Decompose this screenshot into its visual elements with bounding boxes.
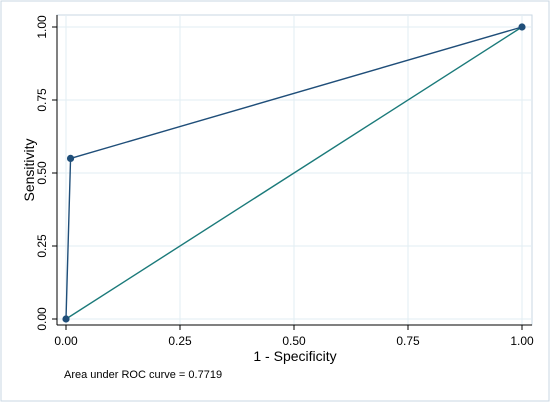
auc-annotation: Area under ROC curve = 0.7719 bbox=[64, 369, 222, 381]
y-axis-label: Sensitivity bbox=[21, 138, 37, 201]
x-axis-label: 1 - Specificity bbox=[253, 348, 336, 364]
x-tick-label: 0.50 bbox=[282, 334, 306, 348]
roc-curve-point bbox=[518, 23, 526, 31]
reference-line-line bbox=[65, 26, 523, 320]
roc-curve-point bbox=[66, 154, 75, 162]
series-layer bbox=[62, 23, 526, 323]
x-tick-label: 1.00 bbox=[510, 334, 534, 348]
x-tick-label: 0.25 bbox=[168, 334, 192, 348]
x-tick-label: 0.00 bbox=[54, 334, 78, 348]
y-tick-label: 0.75 bbox=[35, 88, 49, 112]
y-tick-label: 0.25 bbox=[35, 234, 49, 258]
y-tick-label: 0.50 bbox=[35, 161, 49, 185]
y-tick-label: 1.00 bbox=[35, 15, 49, 39]
x-tick-label: 0.75 bbox=[396, 334, 420, 348]
tick-marks bbox=[52, 26, 523, 330]
roc-curve-point bbox=[62, 315, 70, 323]
grid-lines bbox=[57, 15, 532, 325]
y-tick-label: 0.00 bbox=[35, 307, 49, 331]
